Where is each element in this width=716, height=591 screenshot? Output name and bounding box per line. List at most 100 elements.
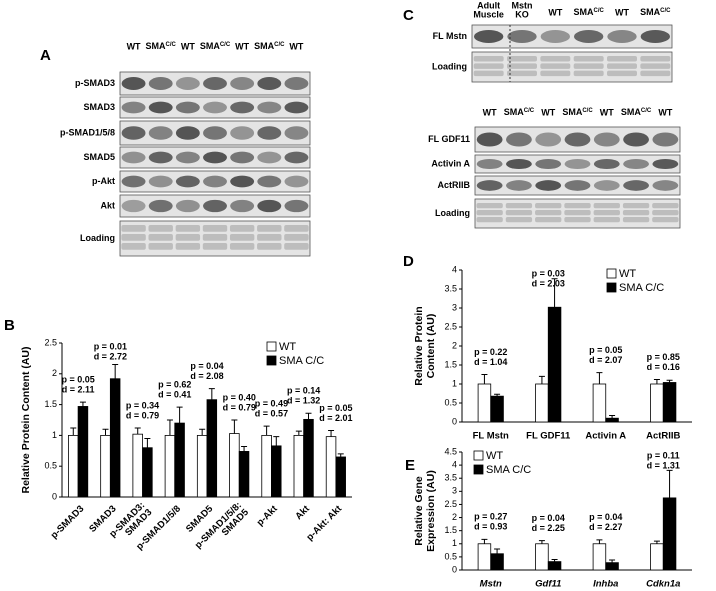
band xyxy=(230,101,255,114)
error-bar xyxy=(596,539,603,544)
bar xyxy=(592,543,607,571)
band xyxy=(203,199,227,213)
band xyxy=(230,199,255,213)
error-bar xyxy=(112,364,119,379)
bar xyxy=(229,433,240,498)
error-bar xyxy=(538,375,545,384)
loading-band xyxy=(257,234,282,241)
annotation-p: p = 0.04 xyxy=(190,361,223,371)
loading-band xyxy=(573,70,604,77)
bar xyxy=(477,543,492,571)
band xyxy=(121,151,146,164)
y-tick-label: 1 xyxy=(452,378,457,388)
band xyxy=(564,180,591,191)
lane-label: WT xyxy=(289,41,303,51)
band xyxy=(257,126,282,140)
lane-label: Adult Muscle xyxy=(473,1,504,20)
loading-band xyxy=(507,63,537,69)
loading-band xyxy=(257,243,282,250)
error-bar xyxy=(653,540,660,544)
row-label: Activin A xyxy=(431,158,470,168)
loading-band xyxy=(640,70,671,77)
error-bar xyxy=(609,559,616,563)
y-axis-label: Relative GeneExpression (AU) xyxy=(413,470,437,552)
annotation-p: p = 0.22 xyxy=(474,347,507,357)
x-tick-label: Activin A xyxy=(585,431,626,442)
bar xyxy=(100,434,111,498)
y-tick-label: 1 xyxy=(452,538,457,548)
band xyxy=(203,151,227,164)
loading-band xyxy=(148,234,173,241)
error-bar xyxy=(666,469,673,498)
y-tick-label: 3 xyxy=(452,486,457,496)
annotation-d: d = 0.16 xyxy=(647,362,680,372)
band xyxy=(652,180,679,191)
lane-label: WT xyxy=(541,107,555,117)
band xyxy=(257,151,282,164)
y-tick-label: 2 xyxy=(452,340,457,350)
bar xyxy=(490,395,504,423)
error-bar xyxy=(263,425,270,436)
error-bar xyxy=(481,538,488,544)
row-label: Loading xyxy=(435,208,470,218)
band xyxy=(148,175,173,188)
band xyxy=(257,101,282,114)
band xyxy=(257,175,282,188)
loading-band xyxy=(175,234,201,241)
y-tick-label: 4.5 xyxy=(444,446,457,456)
error-bar xyxy=(551,278,558,308)
error-bar xyxy=(295,430,302,436)
error-bar xyxy=(494,393,501,397)
loading-band xyxy=(640,56,671,62)
error-bar xyxy=(337,453,344,457)
lane-label-sup: C/C xyxy=(660,8,671,14)
band xyxy=(175,199,200,213)
lane-label: SMAC/C xyxy=(504,107,535,117)
y-tick-label: 1.5 xyxy=(44,399,57,409)
error-bar xyxy=(551,559,558,562)
bar xyxy=(592,383,607,423)
y-tick-label: 0.5 xyxy=(444,397,457,407)
row-label: p-SMAD1/5/8 xyxy=(60,127,115,137)
y-tick-label: 2.5 xyxy=(444,499,457,509)
error-bar xyxy=(199,428,206,436)
legend-label: SMA C/C xyxy=(619,282,664,294)
band xyxy=(148,101,173,114)
loading-band xyxy=(476,217,503,223)
blot-strip xyxy=(471,51,673,83)
bar xyxy=(650,383,664,423)
row-label: ActRIIB xyxy=(437,180,470,190)
band xyxy=(506,180,532,191)
row-label: Loading xyxy=(80,233,115,243)
x-tick-label: p-Akt: Akt xyxy=(304,503,344,543)
loading-band xyxy=(622,210,650,216)
band xyxy=(284,199,309,213)
band xyxy=(121,77,146,90)
annotation-d: d = 1.04 xyxy=(474,357,507,367)
bar xyxy=(77,406,89,498)
lane-label: WT xyxy=(615,7,629,17)
annotation-d: d = 0.79 xyxy=(126,410,159,420)
row-label: SMAD5 xyxy=(83,152,115,162)
annotation-d: d = 0.79 xyxy=(223,402,256,412)
band xyxy=(230,175,255,188)
band xyxy=(476,132,503,147)
annotation-p: p = 0.85 xyxy=(647,352,680,362)
loading-band xyxy=(476,203,503,209)
x-tick-label: Inhba xyxy=(593,579,618,590)
error-bar xyxy=(166,419,173,436)
band xyxy=(175,101,200,114)
band xyxy=(474,30,504,43)
error-bar xyxy=(305,412,312,420)
loading-band xyxy=(573,56,604,62)
loading-band xyxy=(535,210,562,216)
legend-swatch xyxy=(266,355,277,366)
loading-band xyxy=(535,217,562,223)
row-label: p-Akt xyxy=(92,176,115,186)
lane-label-base: SMA xyxy=(146,41,167,51)
bar xyxy=(261,434,272,498)
lane-label: SMAC/C xyxy=(254,41,285,51)
lane-label: SMAC/C xyxy=(640,7,671,17)
lane-label: SMAC/C xyxy=(562,107,593,117)
lane-label: WT xyxy=(483,107,497,117)
